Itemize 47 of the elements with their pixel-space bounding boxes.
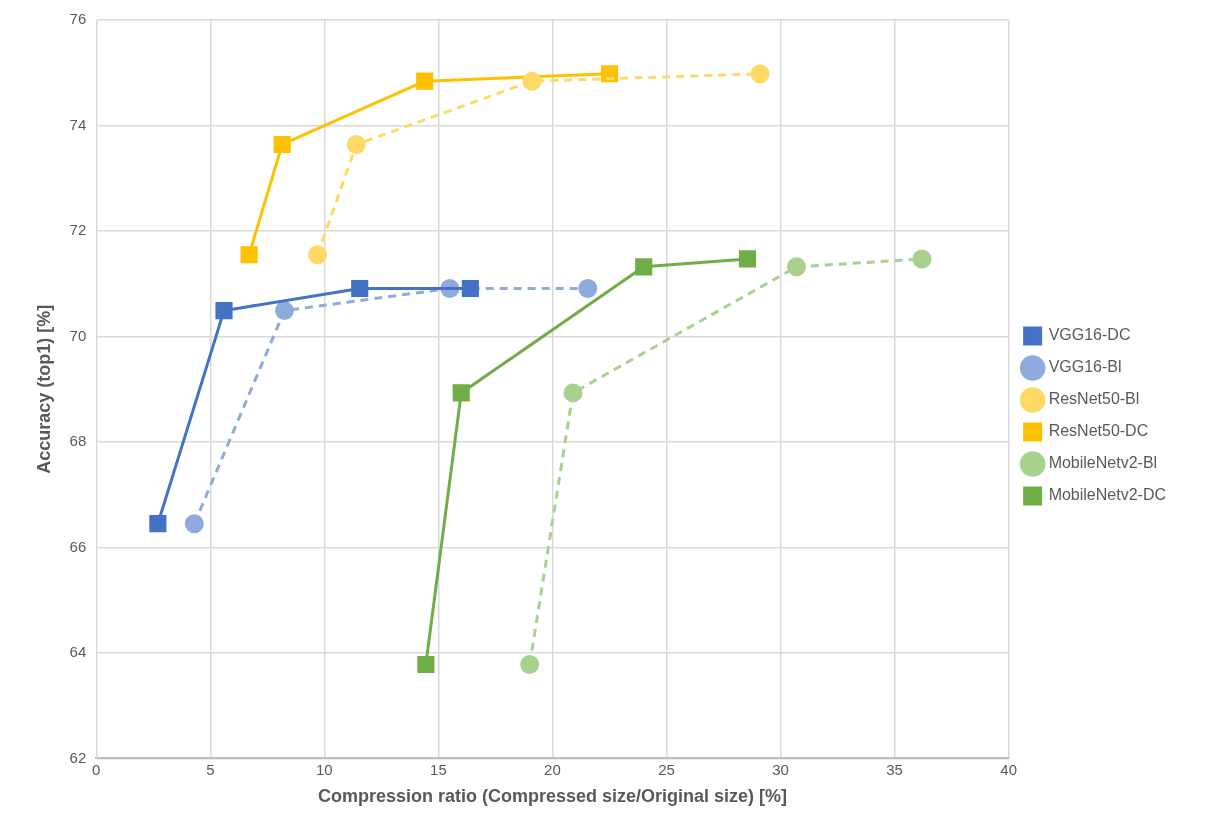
x-tick-label: 25	[658, 760, 675, 778]
y-axis-title: Accuracy (top1) [%]	[33, 304, 54, 474]
legend-label: MobileNetv2-Bl	[1048, 454, 1158, 472]
x-tick-label: 30	[772, 760, 789, 778]
x-tick-label: 0	[92, 760, 101, 778]
point	[912, 249, 932, 269]
legend-label: VGG16-DC	[1048, 326, 1131, 344]
point	[308, 245, 328, 265]
point	[416, 72, 434, 90]
point	[563, 383, 583, 403]
point	[635, 258, 653, 276]
x-tick-label: 35	[886, 760, 903, 778]
point	[522, 71, 542, 91]
point	[351, 279, 369, 298]
point	[578, 278, 598, 298]
x-tick-label: 5	[206, 760, 215, 778]
y-tick-label: 62	[69, 748, 87, 766]
legend-label: VGG16-Bl	[1048, 358, 1122, 376]
y-tick-label: 68	[69, 432, 87, 450]
y-tick-label: 72	[69, 221, 87, 239]
point	[240, 246, 258, 264]
y-tick-label: 66	[69, 537, 87, 555]
x-tick-label: 10	[316, 760, 333, 778]
point	[787, 257, 807, 277]
x-tick-label: 15	[430, 760, 447, 778]
point	[274, 301, 294, 321]
x-axis-title: Compression ratio (Compressed size/Original size) [%]	[317, 786, 788, 807]
x-tick-label: 20	[544, 760, 561, 778]
y-tick-label: 70	[69, 326, 87, 344]
point	[750, 64, 770, 84]
point	[149, 515, 167, 533]
point	[452, 384, 470, 402]
legend-label: ResNet50-Bl	[1048, 390, 1140, 408]
point	[461, 279, 479, 298]
point	[520, 655, 540, 675]
point	[273, 135, 291, 154]
y-tick-label: 76	[69, 10, 87, 28]
legend-label: ResNet50-DC	[1048, 422, 1149, 440]
point	[346, 134, 366, 154]
y-tick-label: 74	[69, 115, 87, 133]
legend-label: MobileNetv2-DC	[1048, 486, 1167, 504]
point	[738, 250, 757, 268]
point	[215, 302, 233, 320]
point	[184, 514, 204, 534]
y-tick-label: 64	[69, 643, 87, 661]
x-tick-label: 40	[1000, 760, 1017, 778]
point	[417, 655, 435, 674]
